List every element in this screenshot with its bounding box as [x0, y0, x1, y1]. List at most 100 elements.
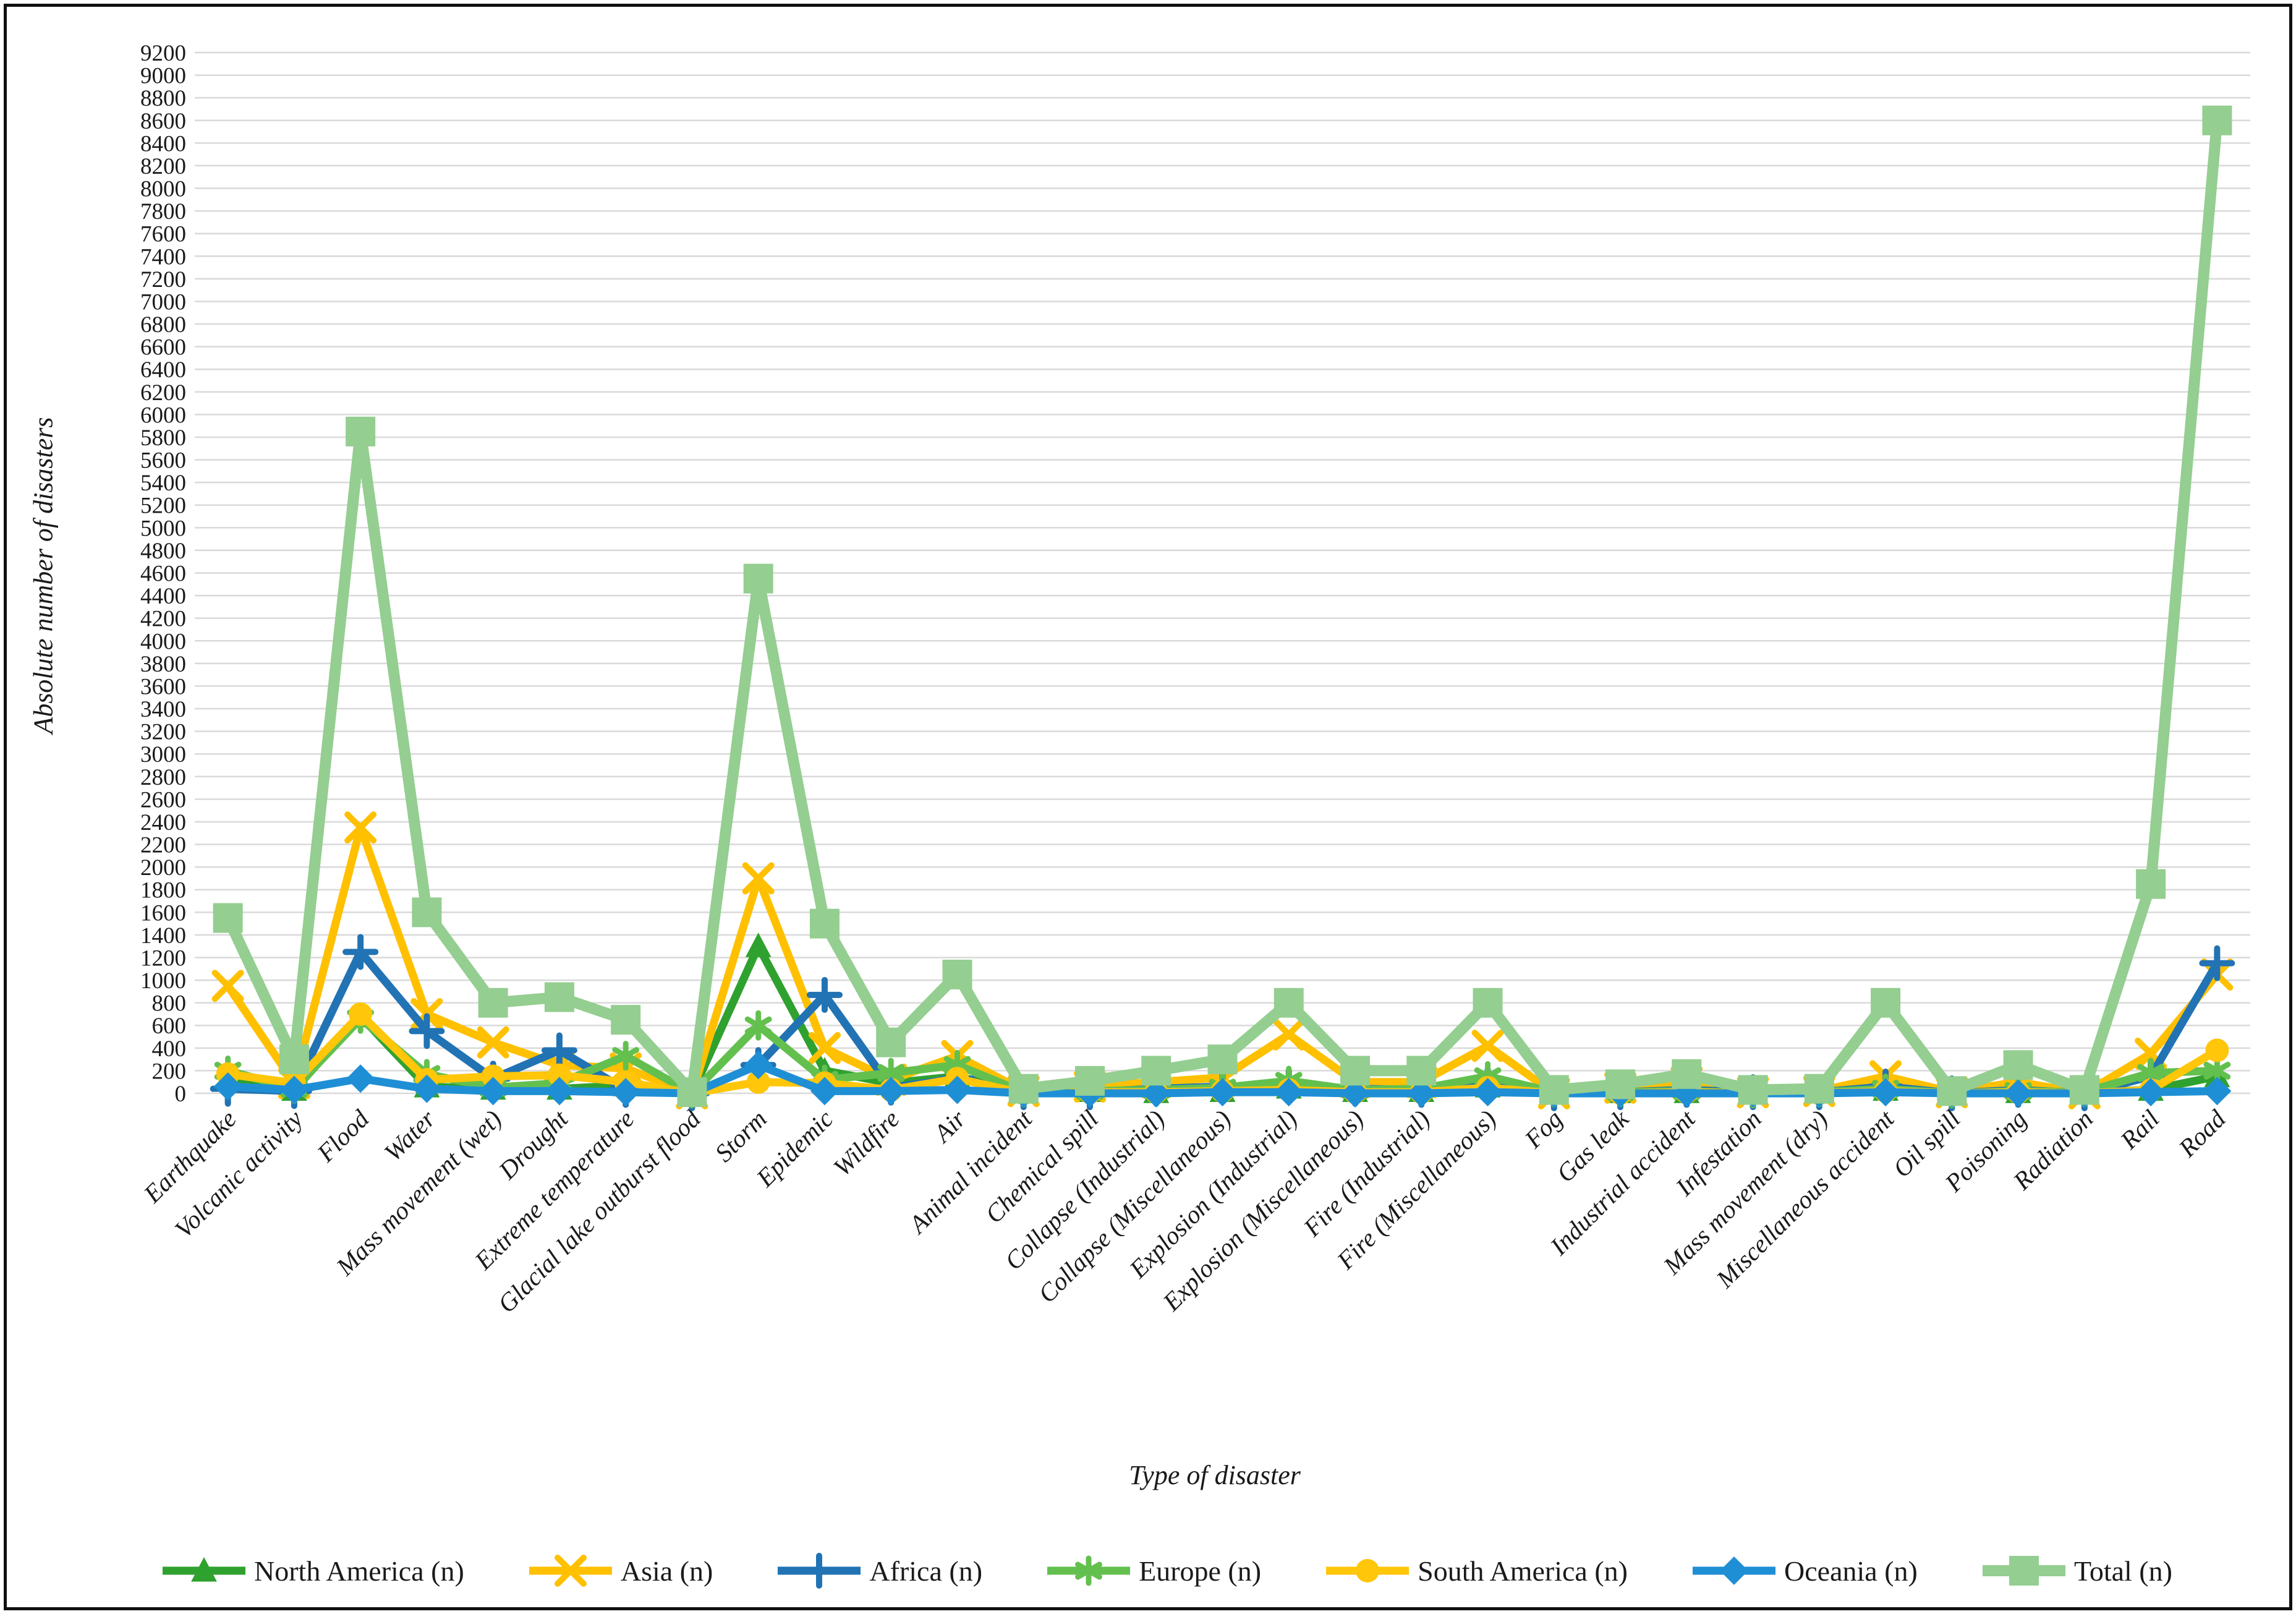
data-point-oceania-n	[412, 1074, 441, 1103]
data-point-oceania-n	[943, 1075, 972, 1104]
data-point-total-n	[1008, 1074, 1039, 1104]
data-point-oceania-n	[611, 1078, 640, 1107]
data-point-oceania-n	[1341, 1079, 1370, 1108]
data-point-total-n	[1804, 1074, 1834, 1104]
y-tick-label: 6600	[140, 335, 186, 361]
x-axis-title: Type of disaster	[1129, 1460, 1301, 1490]
y-tick-label: 3800	[140, 652, 186, 677]
data-point-total-n	[279, 1044, 309, 1075]
data-point-africa-n	[806, 976, 843, 1013]
y-tick-label: 0	[175, 1082, 187, 1107]
legend-item-asia: Asia (n)	[524, 1546, 713, 1595]
data-point-asia-n	[742, 862, 775, 895]
data-point-asia-n	[344, 811, 377, 844]
y-tick-label: 400	[152, 1036, 187, 1062]
legend: North America (n) Asia (n) Africa (n) Eu…	[158, 1541, 2172, 1600]
category-label: Flood	[311, 1104, 375, 1168]
legend-marker-glyph	[1356, 1559, 1380, 1582]
data-point-asia-n	[808, 1031, 841, 1064]
data-point-total-n	[2003, 1050, 2033, 1080]
data-point-total-n	[1605, 1069, 1636, 1099]
legend-label: Total (n)	[2073, 1555, 2172, 1587]
data-point-total-n	[2069, 1075, 2099, 1105]
y-tick-label: 6400	[140, 357, 186, 383]
data-point-asia-n	[477, 1026, 509, 1059]
y-tick-label: 6200	[140, 380, 186, 406]
y-tick-label: 7600	[140, 222, 186, 247]
data-point-total-n	[2202, 105, 2232, 135]
y-tick-label: 2800	[140, 765, 186, 790]
data-point-total-n	[1406, 1056, 1437, 1086]
y-tick-label: 1600	[140, 900, 186, 926]
data-point-south-america-n	[746, 1070, 770, 1094]
data-point-oceania-n	[2004, 1079, 2033, 1108]
y-tick-label: 4400	[140, 584, 186, 609]
y-tick-label: 4800	[140, 539, 186, 564]
y-tick-label: 7800	[140, 199, 186, 224]
y-tick-label: 7400	[140, 244, 186, 270]
data-point-total-n	[743, 563, 773, 594]
y-tick-label: 5000	[140, 516, 186, 541]
y-tick-label: 2400	[140, 810, 186, 835]
legend-item-south-america: South America (n)	[1321, 1546, 1628, 1595]
category-label: Wildfire	[828, 1104, 905, 1182]
data-point-total-n	[412, 897, 442, 928]
data-point-south-america-n	[349, 1002, 373, 1026]
data-point-total-n	[1340, 1056, 1371, 1086]
data-point-total-n	[1141, 1056, 1171, 1086]
category-label: Road	[2172, 1104, 2231, 1163]
legend-marker-glyph	[191, 1557, 217, 1582]
data-point-oceania-n	[2137, 1078, 2166, 1107]
legend-marker-glyph	[801, 1553, 838, 1589]
legend-label: Africa (n)	[869, 1555, 983, 1587]
data-point-total-n	[1871, 988, 1901, 1018]
y-tick-label: 1800	[140, 878, 186, 903]
y-tick-label: 9000	[140, 64, 186, 89]
y-tick-label: 3600	[140, 674, 186, 699]
data-point-oceania-n	[213, 1072, 242, 1101]
y-tick-label: 7200	[140, 267, 186, 292]
data-point-africa-n	[2199, 945, 2235, 981]
legend-item-north-america: North America (n)	[158, 1546, 464, 1595]
legend-label: Oceania (n)	[1784, 1555, 1918, 1587]
data-point-oceania-n	[478, 1077, 508, 1106]
legend-label: Europe (n)	[1139, 1555, 1262, 1587]
data-point-total-n	[809, 908, 840, 939]
data-point-south-america-n	[481, 1064, 505, 1088]
legend-marker-africa	[778, 1553, 861, 1589]
y-tick-label: 6000	[140, 403, 186, 428]
data-point-oceania-n	[1473, 1078, 1502, 1107]
legend-item-africa: Africa (n)	[773, 1546, 982, 1595]
y-tick-label: 6800	[140, 312, 186, 338]
data-point-oceania-n	[810, 1077, 839, 1106]
category-label: Fog	[1518, 1104, 1568, 1154]
category-label: Storm	[709, 1104, 772, 1168]
data-point-total-n	[213, 903, 243, 933]
legend-marker-north-america	[163, 1557, 245, 1582]
data-point-total-n	[2136, 869, 2166, 899]
data-point-oceania-n	[2203, 1077, 2232, 1106]
y-tick-label: 200	[152, 1059, 187, 1084]
data-point-africa-n	[409, 1013, 445, 1049]
y-tick-label: 8200	[140, 154, 186, 179]
y-tick-label: 2600	[140, 787, 186, 813]
y-tick-label: 5200	[140, 493, 186, 519]
y-tick-label: 8800	[140, 86, 186, 111]
data-point-total-n	[1207, 1044, 1238, 1075]
data-point-total-n	[1473, 988, 1503, 1018]
y-tick-label: 1000	[140, 968, 186, 994]
y-tick-label: 7000	[140, 289, 186, 315]
legend-marker-europe	[1047, 1555, 1131, 1586]
y-tick-label: 4600	[140, 561, 186, 587]
y-tick-label: 8600	[140, 109, 186, 134]
data-point-oceania-n	[279, 1075, 308, 1104]
y-tick-label: 8000	[140, 177, 186, 202]
category-label: Rail	[2114, 1104, 2165, 1155]
legend-marker-glyph	[2009, 1556, 2039, 1586]
y-axis-title: Absolute number of disasters	[28, 417, 59, 734]
data-point-oceania-n	[1407, 1079, 1436, 1108]
legend-marker-oceania	[1693, 1556, 1776, 1585]
y-tick-label: 5800	[140, 425, 186, 451]
data-point-total-n	[1074, 1065, 1105, 1096]
